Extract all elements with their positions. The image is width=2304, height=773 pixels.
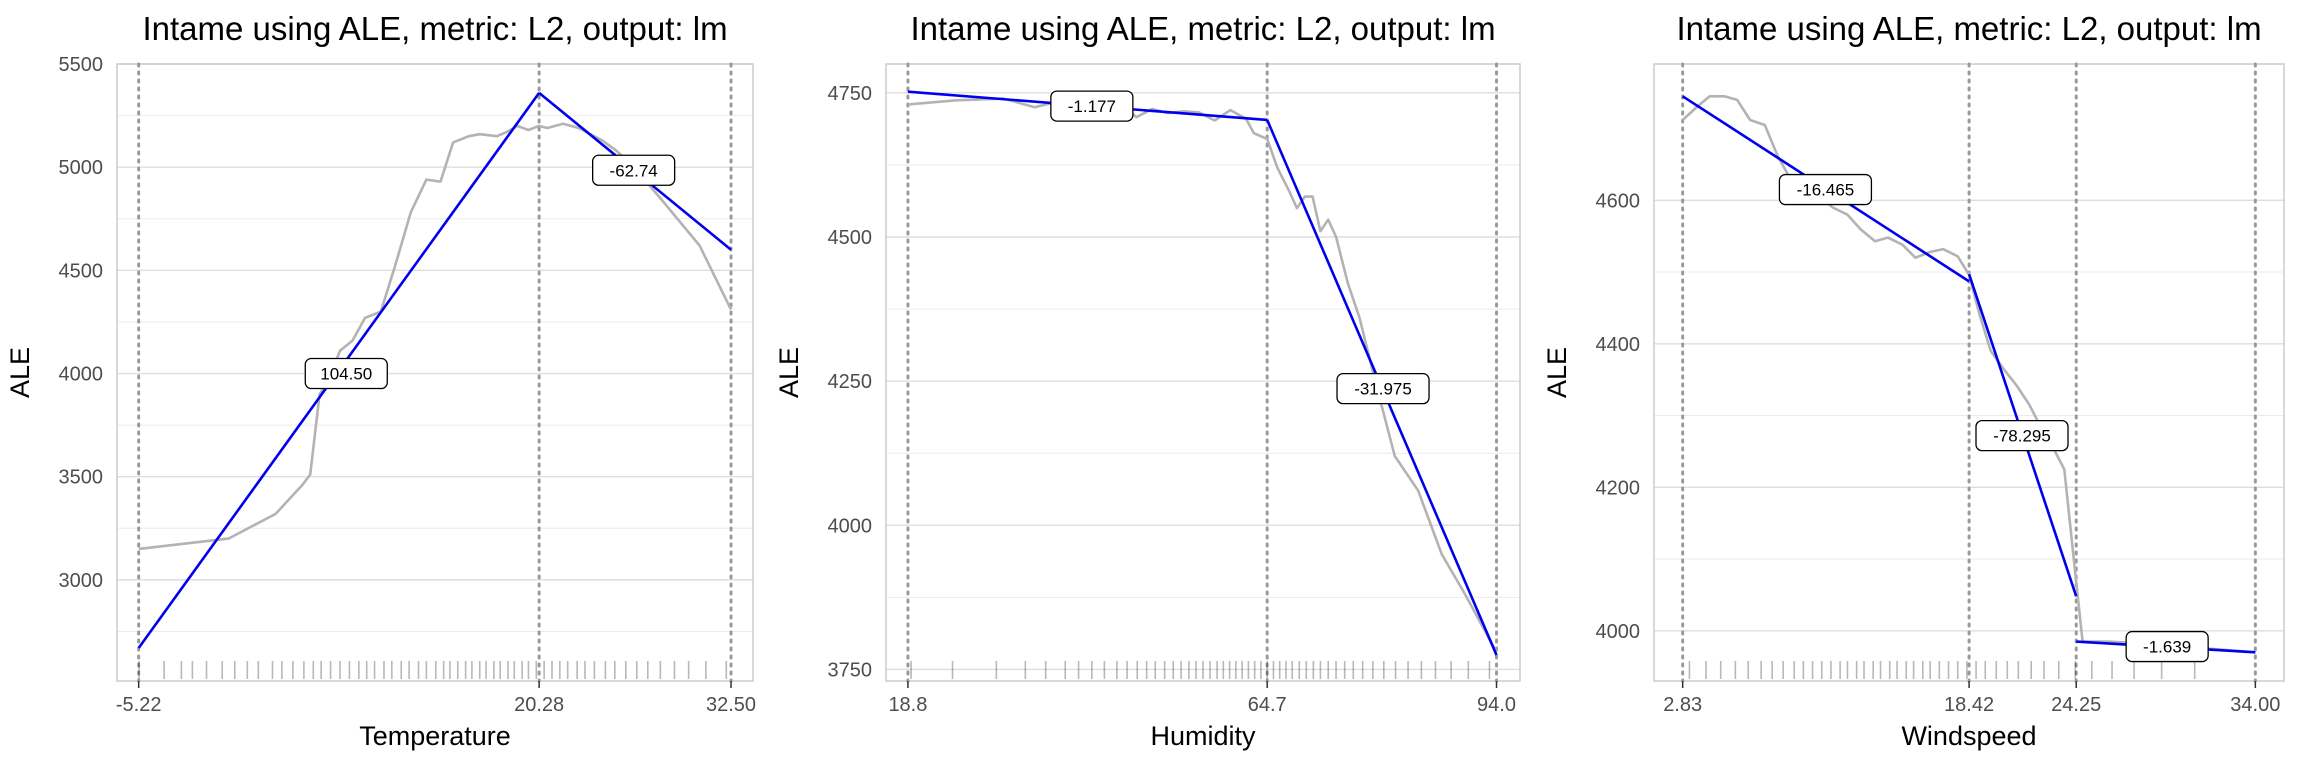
- slope-label-box: [304, 357, 388, 390]
- chart-title: Intame using ALE, metric: L2, output: lm: [142, 10, 727, 47]
- slope-label: -78.295: [1993, 427, 2051, 446]
- y-tick-label: 4750: [828, 83, 873, 105]
- y-tick-label: 3000: [59, 570, 104, 592]
- x-tick-label: 24.25: [2051, 694, 2101, 716]
- y-tick-label: 5000: [59, 157, 104, 179]
- x-axis-title: Temperature: [359, 721, 511, 751]
- y-tick-label: 4000: [1596, 621, 1641, 643]
- slope-label-box: [1336, 372, 1430, 405]
- y-tick-label: 4500: [828, 227, 873, 249]
- y-tick-label: 4400: [1596, 334, 1641, 356]
- x-tick-label: -5.22: [116, 694, 162, 716]
- slope-label: -16.465: [1797, 181, 1855, 200]
- x-tick-label: 18.42: [1944, 694, 1994, 716]
- slope-label-box: [1050, 90, 1134, 122]
- slope-label: -1.177: [1068, 97, 1116, 116]
- y-tick-label: 3750: [828, 659, 873, 681]
- panel-border: [1653, 63, 2285, 682]
- y-axis-title: ALE: [5, 347, 35, 398]
- chart-panel-1: 3000 3500 4000 4500 5000 5500 104.50 -62.74 -5.2…: [5, 10, 756, 751]
- slope-label-box: [1975, 419, 2069, 452]
- y-tick-label: 4200: [1596, 477, 1641, 499]
- x-tick-label: 94.0: [1477, 694, 1516, 716]
- x-axis-title: Humidity: [1150, 721, 1256, 751]
- ale-curve: [1681, 95, 2256, 654]
- x-tick-label: 64.7: [1248, 694, 1287, 716]
- y-tick-label: 3500: [59, 467, 104, 489]
- y-tick-label: 5500: [59, 54, 104, 76]
- chart-title: Intame using ALE, metric: L2, output: lm: [1676, 10, 2261, 47]
- x-tick-label: 20.28: [514, 694, 564, 716]
- slope-label: -62.74: [610, 161, 658, 180]
- slope-label: 104.50: [320, 365, 372, 384]
- chart-title: Intame using ALE, metric: L2, output: lm: [910, 10, 1495, 47]
- y-axis-title: ALE: [774, 347, 804, 398]
- ale-curve: [138, 122, 733, 551]
- panel-border: [116, 63, 754, 682]
- slope-label-box: [592, 154, 676, 186]
- x-tick-label: 34.00: [2230, 694, 2280, 716]
- x-tick-label: 32.50: [706, 694, 756, 716]
- y-tick-label: 4000: [59, 364, 104, 386]
- chart-panel-3: 4000 4200 4400 4600 -16.465 -78.295 -1.639 2.83…: [1542, 10, 2285, 751]
- x-tick-label: 2.83: [1663, 694, 1702, 716]
- slope-label: -31.975: [1354, 380, 1412, 399]
- y-tick-label: 4500: [59, 260, 104, 282]
- slope-label-box: [1778, 173, 1873, 206]
- x-tick-label: 18.8: [888, 694, 927, 716]
- y-tick-label: 4250: [828, 371, 873, 393]
- slope-label: -1.639: [2143, 638, 2191, 657]
- y-tick-label: 4000: [828, 515, 873, 537]
- panel-border: [885, 63, 1521, 682]
- chart-panel-2: 3750 4000 4250 4500 4750 -1.177 -31.975 18.8 64.…: [774, 10, 1521, 751]
- y-tick-label: 4600: [1596, 190, 1641, 212]
- y-axis-title: ALE: [1542, 347, 1572, 398]
- slope-label-box: [2125, 630, 2209, 663]
- x-axis-title: Windspeed: [1901, 721, 2036, 751]
